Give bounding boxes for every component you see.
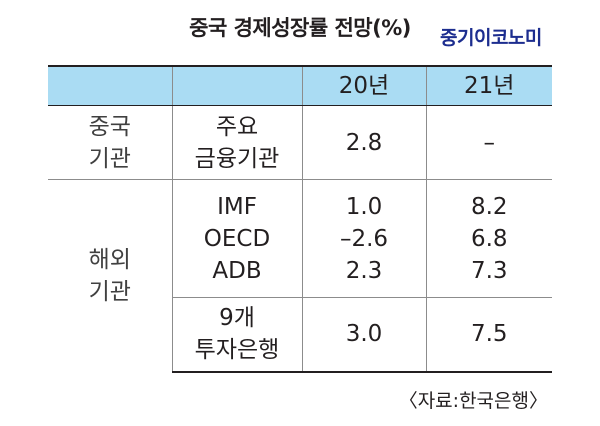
value-ib-2021: 7.5 (425, 297, 552, 373)
value-china-2021: – (425, 105, 552, 180)
header-2021: 21년 (425, 65, 552, 106)
table-row: 중국 기관 주요 금융기관 2.8 – (48, 105, 552, 180)
header-2020: 20년 (301, 65, 426, 106)
header-blank-1 (48, 65, 172, 106)
table-title: 중국 경제성장률 전망(%) (189, 16, 411, 40)
org-major-financial: 주요 금융기관 (171, 105, 302, 180)
table-row: 해외 기관 IMF OECD ADB 1.0 –2.6 2.3 8.2 6.8 … (48, 179, 552, 372)
value-ib-2020: 3.0 (301, 297, 426, 373)
table-row: 9개 투자은행 3.0 7.5 (48, 297, 552, 373)
source-note: 〈자료:한국은행〉 (398, 390, 548, 412)
header-blank-2 (171, 65, 302, 106)
org-investment-banks: 9개 투자은행 (171, 297, 302, 373)
brand-logo: 중기이코노미 (440, 27, 542, 49)
org-intl: IMF OECD ADB (171, 179, 302, 298)
value-china-2020: 2.8 (301, 105, 426, 180)
forecast-table: 20년 21년 중국 기관 주요 금융기관 2.8 – 해외 기관 IMF OE… (48, 65, 552, 373)
header-row: 20년 21년 (48, 65, 552, 106)
value-intl-2021: 8.2 6.8 7.3 (425, 179, 552, 298)
value-intl-2020: 1.0 –2.6 2.3 (301, 179, 426, 298)
group-overseas: 해외 기관 (48, 179, 172, 372)
group-china: 중국 기관 (88, 113, 131, 172)
